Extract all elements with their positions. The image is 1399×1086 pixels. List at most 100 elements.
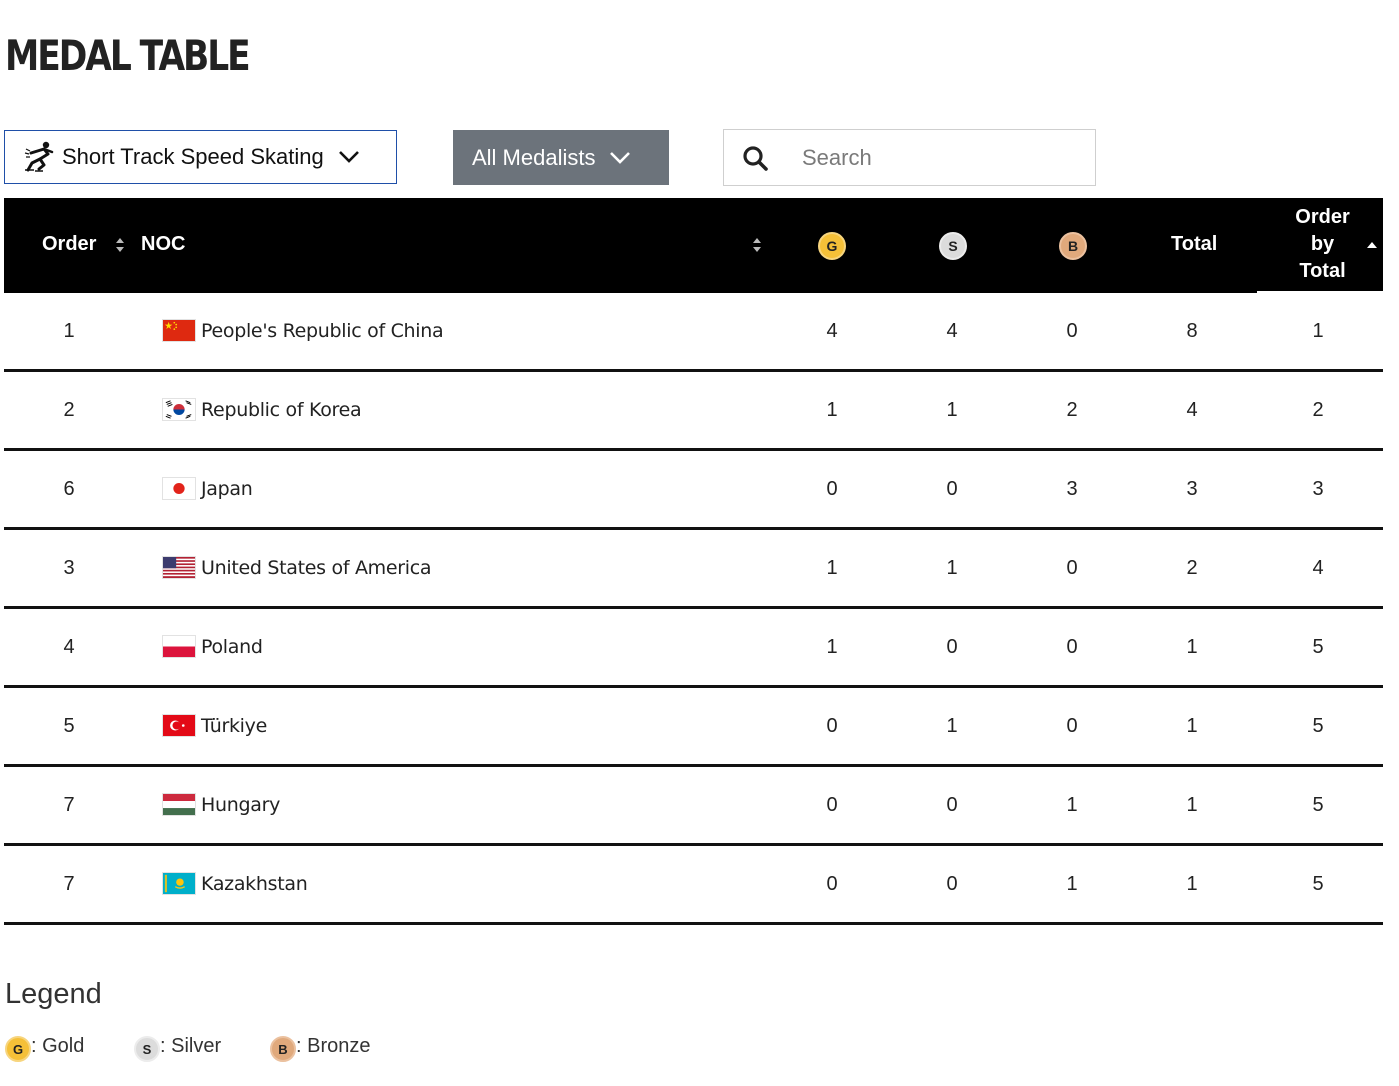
japan-flag-icon xyxy=(162,477,196,500)
header-order[interactable]: Order xyxy=(42,233,97,255)
legend-label: : Bronze xyxy=(296,1034,371,1057)
gold-count: 4 xyxy=(826,320,838,342)
gold-medal-icon: G xyxy=(5,1036,31,1062)
total-count: 2 xyxy=(1186,557,1198,579)
table-row[interactable]: 6 Japan 0 0 3 3 3 xyxy=(4,451,1383,530)
table-row[interactable]: 3 United States of America 1 1 0 2 4 xyxy=(4,530,1383,609)
sort-icon[interactable] xyxy=(115,237,125,253)
silver-medal-icon[interactable]: S xyxy=(939,232,967,260)
hungary-flag-icon xyxy=(162,793,196,816)
noc-name[interactable]: Kazakhstan xyxy=(201,873,308,895)
silver-count: 4 xyxy=(946,320,958,342)
legend-badge: G xyxy=(12,1041,24,1057)
noc-name[interactable]: Hungary xyxy=(201,794,281,816)
medalists-dropdown-label: All Medalists xyxy=(472,144,596,170)
order-by-total-cell: 4 xyxy=(1312,557,1324,579)
silver-count: 0 xyxy=(946,478,958,500)
usa-flag-icon xyxy=(162,556,196,579)
header-order-by-total-line: by xyxy=(1310,233,1335,255)
total-count: 1 xyxy=(1186,636,1198,658)
bronze-count: 0 xyxy=(1066,320,1078,342)
header-total[interactable]: Total xyxy=(1171,233,1218,255)
order-by-total-cell: 5 xyxy=(1312,636,1324,658)
gold-count: 1 xyxy=(826,557,838,579)
header-order-by-total-line: Order xyxy=(1295,206,1350,228)
total-count: 1 xyxy=(1186,873,1198,895)
bronze-count: 1 xyxy=(1066,873,1078,895)
bronze-count: 2 xyxy=(1066,399,1078,421)
page-title: MEDAL TABLE xyxy=(5,31,251,80)
total-count: 8 xyxy=(1186,320,1198,342)
silver-count: 0 xyxy=(946,794,958,816)
search-icon xyxy=(743,145,768,171)
noc-name[interactable]: Poland xyxy=(201,636,263,658)
bronze-count: 0 xyxy=(1066,557,1078,579)
medalists-dropdown[interactable]: All Medalists xyxy=(453,130,669,185)
china-flag-icon xyxy=(162,319,196,342)
short-track-skater-icon xyxy=(24,141,54,172)
order-by-total-cell: 5 xyxy=(1312,794,1324,816)
table-row[interactable]: 2 Republic of Korea 1 1 2 4 2 xyxy=(4,372,1383,451)
gold-count: 0 xyxy=(826,873,838,895)
legend-title: Legend xyxy=(5,978,102,1010)
gold-count: 0 xyxy=(826,794,838,816)
bronze-label: B xyxy=(1067,238,1079,254)
search-input[interactable] xyxy=(800,143,1074,172)
bronze-medal-icon: B xyxy=(270,1036,296,1062)
order-cell: 5 xyxy=(63,715,75,737)
sort-ascending-icon xyxy=(1367,242,1377,248)
gold-label: G xyxy=(826,238,838,254)
silver-count: 0 xyxy=(946,636,958,658)
bronze-count: 3 xyxy=(1066,478,1078,500)
gold-medal-icon[interactable]: G xyxy=(818,232,846,260)
chevron-down-icon xyxy=(610,151,631,164)
order-by-total-cell: 5 xyxy=(1312,715,1324,737)
total-count: 1 xyxy=(1186,794,1198,816)
table-row[interactable]: 5 Türkiye 0 1 0 1 5 xyxy=(4,688,1383,767)
korea-flag-icon xyxy=(162,398,196,421)
header-order-by-total[interactable]: Order by Total xyxy=(1257,198,1383,293)
bronze-count: 0 xyxy=(1066,715,1078,737)
sport-dropdown[interactable]: Short Track Speed Skating xyxy=(4,130,397,184)
noc-name[interactable]: Türkiye xyxy=(201,715,267,737)
order-cell: 1 xyxy=(63,320,75,342)
legend-item-bronze: B : Bronze xyxy=(270,1030,370,1062)
total-count: 3 xyxy=(1186,478,1198,500)
noc-name[interactable]: Japan xyxy=(201,478,253,500)
legend-label: : Silver xyxy=(160,1034,222,1057)
sport-dropdown-label: Short Track Speed Skating xyxy=(62,144,324,169)
medal-table-body: 1 People's Republic of China 4 4 0 8 1 2… xyxy=(4,293,1383,925)
legend-label: : Gold xyxy=(31,1034,85,1057)
header-noc[interactable]: NOC xyxy=(141,233,186,255)
table-row[interactable]: 4 Poland 1 0 0 1 5 xyxy=(4,609,1383,688)
bronze-count: 0 xyxy=(1066,636,1078,658)
order-cell: 7 xyxy=(63,873,75,895)
table-row[interactable]: 7 Hungary 0 0 1 1 5 xyxy=(4,767,1383,846)
legend-item-silver: S : Silver xyxy=(134,1030,221,1062)
silver-count: 1 xyxy=(946,399,958,421)
table-row[interactable]: 7 Kazakhstan 0 0 1 1 5 xyxy=(4,846,1383,925)
order-by-total-cell: 5 xyxy=(1312,873,1324,895)
noc-name[interactable]: People's Republic of China xyxy=(201,320,444,342)
poland-flag-icon xyxy=(162,635,196,658)
silver-medal-icon: S xyxy=(134,1036,160,1062)
order-cell: 4 xyxy=(63,636,75,658)
total-count: 1 xyxy=(1186,715,1198,737)
silver-count: 0 xyxy=(946,873,958,895)
silver-label: S xyxy=(948,238,958,254)
order-cell: 3 xyxy=(63,557,75,579)
legend-item-gold: G : Gold xyxy=(5,1030,84,1062)
noc-name[interactable]: Republic of Korea xyxy=(201,399,362,421)
gold-count: 1 xyxy=(826,399,838,421)
order-cell: 7 xyxy=(63,794,75,816)
table-row[interactable]: 1 People's Republic of China 4 4 0 8 1 xyxy=(4,293,1383,372)
silver-count: 1 xyxy=(946,557,958,579)
order-by-total-cell: 1 xyxy=(1312,320,1324,342)
search-box[interactable] xyxy=(723,129,1096,186)
legend-badge: B xyxy=(278,1041,288,1057)
total-count: 4 xyxy=(1186,399,1198,421)
chevron-down-icon xyxy=(338,151,359,163)
sort-icon[interactable] xyxy=(752,237,762,253)
noc-name[interactable]: United States of America xyxy=(201,557,432,579)
bronze-medal-icon[interactable]: B xyxy=(1059,232,1087,260)
